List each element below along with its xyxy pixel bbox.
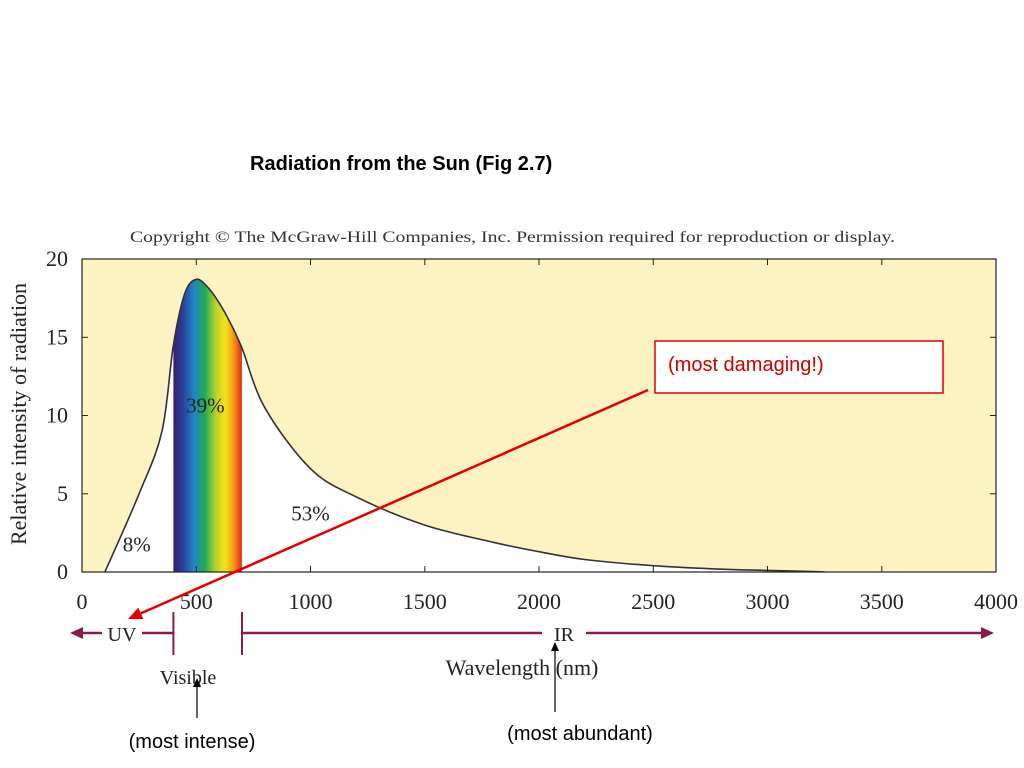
x-tick-label: 1000 [289,589,333,614]
area-label: 53% [291,501,330,525]
visible-band-label: Visible [160,667,217,689]
x-axis-title: Wavelength (nm) [446,655,599,680]
y-tick-label: 5 [57,481,68,506]
abundant-arrow [551,642,560,712]
ir-band-label: IR [554,624,575,646]
radiation-curve [104,278,825,572]
damaging-arrow-shaft [140,388,649,615]
uv-arrowhead [70,627,83,639]
x-tick-label: 3000 [746,589,790,614]
slide-title: Radiation from the Sun (Fig 2.7) [250,153,552,175]
uv-band-label: UV [108,624,137,646]
callout-intense-text: (most intense) [129,731,256,753]
y-tick-label: 10 [46,403,68,428]
y-tick-label: 15 [46,324,68,349]
callout-damaging-box [654,340,944,394]
visible-spectrum-band [173,279,242,572]
damaging-arrow-head [128,607,144,620]
x-tick-label: 3500 [860,589,904,614]
y-axis-title: Relative intensity of radiation [6,283,31,545]
copyright-notice: Copyright © The McGraw-Hill Companies, I… [130,229,895,246]
intense-arrow-head [193,678,202,687]
damaging-arrow [128,388,649,620]
callout-abundant-text: (most abundant) [507,723,653,745]
area-label: 39% [186,393,225,417]
callout-damaging-text: (most damaging!) [668,354,824,376]
x-tick-label: 0 [77,589,88,614]
x-tick-label: 4000 [974,589,1018,614]
ir-arrowhead [981,627,994,639]
y-tick-label: 0 [57,559,68,584]
x-tick-label: 2000 [517,589,561,614]
callout-arrows [128,388,649,718]
area-under-curve [104,279,825,572]
x-tick-label: 2500 [631,589,675,614]
abundant-arrow-head [551,642,560,651]
wavelength-bands: UV Visible IR [70,612,994,689]
callout-damaging: (most damaging!) [654,340,944,394]
chart-marks: 8% 39% 53% [104,278,825,572]
intense-arrow [193,678,202,718]
y-tick-label: 20 [46,246,68,271]
x-tick-label: 1500 [403,589,447,614]
area-label: 8% [123,533,151,557]
